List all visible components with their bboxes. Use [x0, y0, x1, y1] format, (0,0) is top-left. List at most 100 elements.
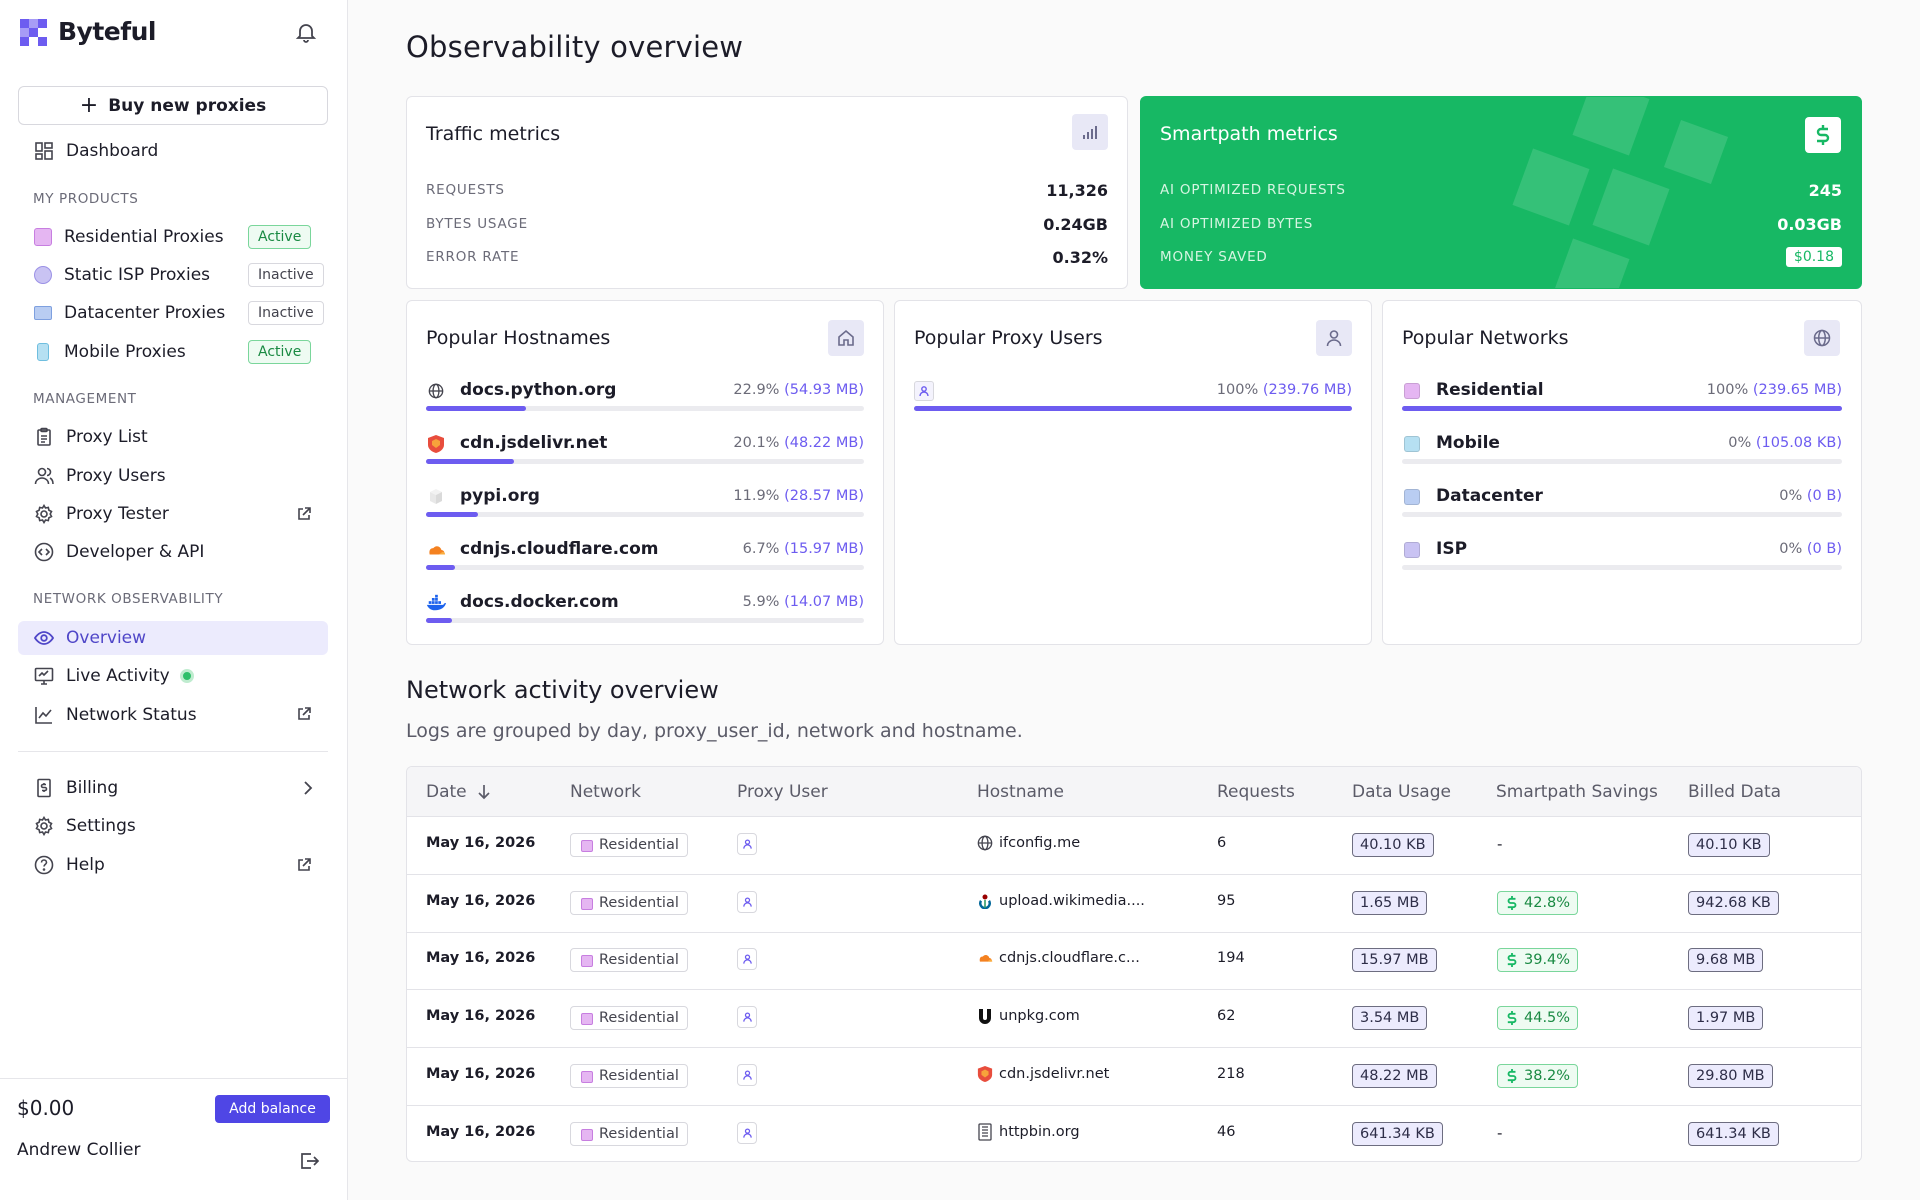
bar-chart-icon[interactable] [1072, 114, 1108, 150]
hostname-row[interactable]: docs.docker.com 5.9% (14.07 MB) [426, 592, 864, 644]
proxy-user-icon[interactable] [737, 948, 757, 971]
table-row[interactable]: May 16, 2026 Residential upload.wikimedi… [407, 875, 1861, 933]
nav-static-isp-proxies[interactable]: Static ISP Proxies [18, 258, 328, 292]
network-row[interactable]: Residential 100% (239.65 MB) [1402, 380, 1842, 432]
column-date-label: Date [426, 782, 467, 802]
hostname-text: cdn.jsdelivr.net [999, 1065, 1110, 1082]
metric-value: 245 [1808, 180, 1842, 200]
user-icon[interactable] [1316, 320, 1352, 356]
nav-developer-api-label: Developer & API [66, 542, 205, 562]
buy-new-proxies-button[interactable]: + Buy new proxies [18, 86, 328, 125]
data-usage-chip: 641.34 KB [1352, 1121, 1443, 1146]
nav-overview[interactable]: Overview [18, 621, 328, 655]
network-row[interactable]: ISP 0% (0 B) [1402, 539, 1842, 591]
app-name: Byteful [58, 16, 157, 46]
nav-dashboard[interactable]: Dashboard [18, 134, 328, 168]
column-network[interactable]: Network [570, 782, 641, 802]
nav-billing[interactable]: Billing [18, 771, 328, 805]
home-icon[interactable] [828, 320, 864, 356]
proxy-user-icon[interactable] [737, 1006, 757, 1029]
nav-proxy-users[interactable]: Proxy Users [18, 459, 328, 493]
nav-proxy-list[interactable]: Proxy List [18, 420, 328, 454]
savings-chip: 38.2% [1497, 1063, 1579, 1088]
column-proxy-user[interactable]: Proxy User [737, 782, 828, 802]
network-pct: 100% [1706, 382, 1749, 398]
jsdelivr-icon [426, 434, 446, 454]
metric-ai-requests: AI OPTIMIZED REQUESTS 245 [1160, 180, 1842, 200]
table-row[interactable]: May 16, 2026 Residential cdn.jsdelivr.ne… [407, 1048, 1861, 1106]
network-badge: Residential [570, 1006, 688, 1031]
unpkg-icon [977, 1008, 993, 1025]
nav-live-activity[interactable]: Live Activity [18, 659, 328, 693]
logo[interactable]: Byteful [20, 16, 157, 46]
row-requests: 46 [1217, 1123, 1236, 1140]
chevron-right-icon[interactable] [302, 780, 314, 796]
globe-icon[interactable] [1804, 320, 1840, 356]
nav-developer-api[interactable]: Developer & API [18, 535, 328, 569]
hostname-label: docs.python.org [460, 380, 617, 400]
proxy-user-icon[interactable] [737, 890, 757, 913]
nav-network-status[interactable]: Network Status [18, 698, 328, 732]
add-balance-button[interactable]: Add balance [215, 1095, 330, 1123]
network-row[interactable]: Mobile 0% (105.08 KB) [1402, 433, 1842, 485]
column-billed-data[interactable]: Billed Data [1688, 782, 1782, 802]
row-date: May 16, 2026 [426, 950, 536, 967]
row-hostname[interactable]: ifconfig.me [977, 835, 1080, 851]
row-requests: 218 [1217, 1065, 1245, 1082]
table-row[interactable]: May 16, 2026 Residential cdnjs.cloudflar… [407, 932, 1861, 991]
external-link-icon[interactable] [296, 506, 312, 522]
eye-icon [34, 631, 54, 645]
nav-help[interactable]: Help [18, 848, 328, 882]
nav-settings[interactable]: Settings [18, 809, 328, 843]
column-data-usage[interactable]: Data Usage [1352, 782, 1451, 802]
hostname-share: 5.9% (14.07 MB) [742, 594, 864, 610]
cloudflare-icon [426, 540, 446, 560]
nav-proxy-tester[interactable]: Proxy Tester [18, 497, 328, 531]
table-row[interactable]: May 16, 2026 Residential httpbin.org 46 … [407, 1106, 1861, 1162]
hostname-row[interactable]: cdnjs.cloudflare.com 6.7% (15.97 MB) [426, 539, 864, 591]
table-row[interactable]: May 16, 2026 Residential unpkg.com 62 3.… [407, 990, 1861, 1049]
hostname-size: 48.22 MB [789, 435, 859, 451]
nav-mobile-proxies[interactable]: Mobile Proxies [18, 335, 328, 369]
money-saved-badge: $0.18 [1785, 247, 1842, 267]
nav-datacenter-proxies[interactable]: Datacenter Proxies [18, 296, 328, 330]
hostname-row[interactable]: pypi.org 11.9% (28.57 MB) [426, 486, 864, 538]
row-date: May 16, 2026 [426, 892, 536, 909]
metric-label: ERROR RATE [426, 249, 520, 265]
logout-icon[interactable] [298, 1150, 320, 1172]
column-smartpath-savings[interactable]: Smartpath Savings [1496, 782, 1658, 802]
proxy-user-icon[interactable] [737, 1063, 757, 1086]
network-row[interactable]: Datacenter 0% (0 B) [1402, 486, 1842, 538]
column-requests[interactable]: Requests [1217, 782, 1295, 802]
external-link-icon[interactable] [296, 857, 312, 873]
smartpath-logo-icon[interactable] [1805, 117, 1841, 153]
smartpath-metrics-title: Smartpath metrics [1160, 123, 1338, 145]
row-hostname[interactable]: cdnjs.cloudflare.c... [977, 950, 1140, 966]
proxy-user-icon [914, 381, 934, 401]
billed-data-chip: 1.97 MB [1688, 1006, 1764, 1031]
metric-label: BYTES USAGE [426, 216, 528, 232]
external-link-icon[interactable] [296, 706, 312, 722]
row-hostname[interactable]: httpbin.org [977, 1122, 1080, 1141]
hostname-text: upload.wikimedia.... [999, 892, 1145, 909]
hostname-row[interactable]: cdn.jsdelivr.net 20.1% (48.22 MB) [426, 433, 864, 485]
hostname-label: cdnjs.cloudflare.com [460, 539, 659, 559]
savings-empty: - [1497, 1123, 1503, 1142]
row-hostname[interactable]: unpkg.com [977, 1008, 1080, 1025]
popular-networks-title: Popular Networks [1402, 327, 1569, 349]
proxy-user-icon[interactable] [737, 833, 757, 855]
proxy-user-icon[interactable] [737, 1121, 757, 1144]
hostname-text: cdnjs.cloudflare.c... [999, 950, 1140, 967]
column-hostname[interactable]: Hostname [977, 782, 1064, 802]
column-date[interactable]: Date [426, 782, 491, 802]
hostname-pct: 22.9% [733, 382, 780, 398]
hostname-size: 54.93 MB [789, 382, 859, 398]
notification-bell-icon[interactable] [294, 20, 318, 44]
hostname-row[interactable]: docs.python.org 22.9% (54.93 MB) [426, 380, 864, 432]
hostname-bar-fill [426, 512, 479, 517]
proxy-user-row[interactable]: 100% (239.76 MB) [914, 380, 1352, 432]
row-hostname[interactable]: cdn.jsdelivr.net [977, 1065, 1110, 1082]
nav-residential-proxies[interactable]: Residential Proxies [18, 220, 328, 254]
table-row[interactable]: May 16, 2026 Residential ifconfig.me 6 4… [407, 817, 1861, 875]
row-hostname[interactable]: upload.wikimedia.... [977, 893, 1145, 909]
